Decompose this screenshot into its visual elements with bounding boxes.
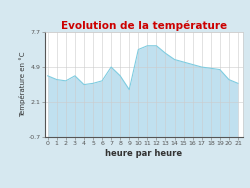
X-axis label: heure par heure: heure par heure [105,149,182,158]
Y-axis label: Température en °C: Température en °C [19,52,26,117]
Title: Evolution de la température: Evolution de la température [61,21,227,31]
